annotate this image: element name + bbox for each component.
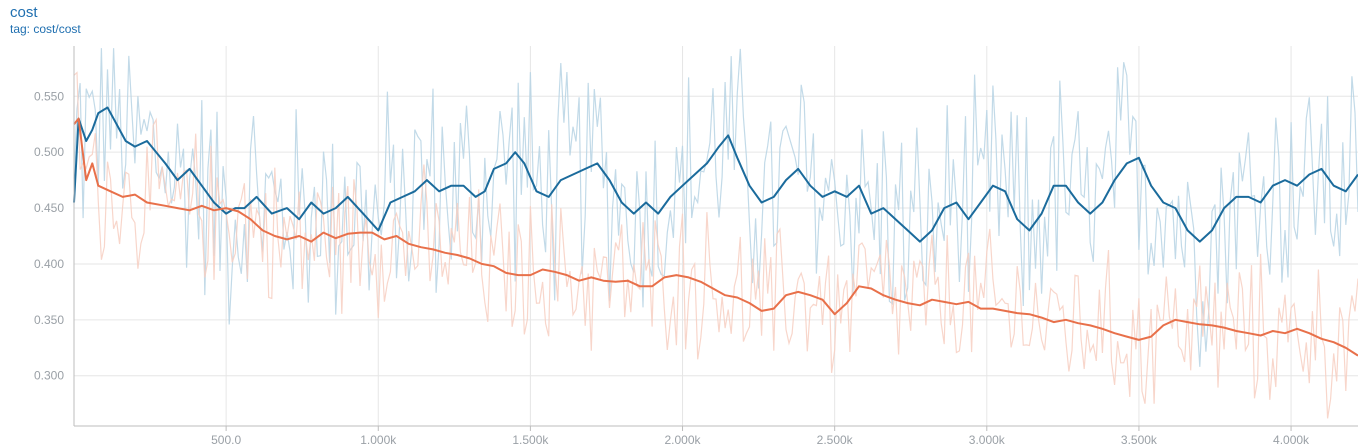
- chart-axes: [73, 46, 1358, 431]
- smoothed-series-layer: [73, 106, 1358, 357]
- x-tick-label: 4.000k: [1273, 433, 1310, 447]
- chart-title: cost: [10, 4, 38, 21]
- chart-grid: [74, 46, 1358, 426]
- orange-smoothed-series-line: [73, 117, 1358, 357]
- chart-card-header: cost tag: cost/cost: [10, 4, 81, 36]
- blue-smoothed-series-line: [73, 106, 1358, 243]
- tick-labels: 0.300 0.350 0.400 0.450 0.500 0.550 500.0 1.000…: [34, 89, 1310, 447]
- x-tick-label: 1.000k: [360, 433, 397, 447]
- chart-tag: tag: cost/cost: [10, 22, 81, 36]
- y-tick-label: 0.450: [34, 201, 64, 215]
- x-tick-label: 1.500k: [512, 433, 549, 447]
- x-tick-label: 2.000k: [665, 433, 702, 447]
- y-tick-label: 0.400: [34, 257, 64, 271]
- y-tick-label: 0.550: [34, 89, 64, 103]
- x-tick-label: 500.0: [211, 433, 241, 447]
- x-tick-label: 3.000k: [969, 433, 1006, 447]
- y-tick-label: 0.500: [34, 145, 64, 159]
- x-tick-label: 3.500k: [1121, 433, 1158, 447]
- orange-raw-series-line: [73, 71, 1358, 419]
- y-tick-label: 0.350: [34, 313, 64, 327]
- x-tick-label: 2.500k: [817, 433, 854, 447]
- y-tick-label: 0.300: [34, 369, 64, 383]
